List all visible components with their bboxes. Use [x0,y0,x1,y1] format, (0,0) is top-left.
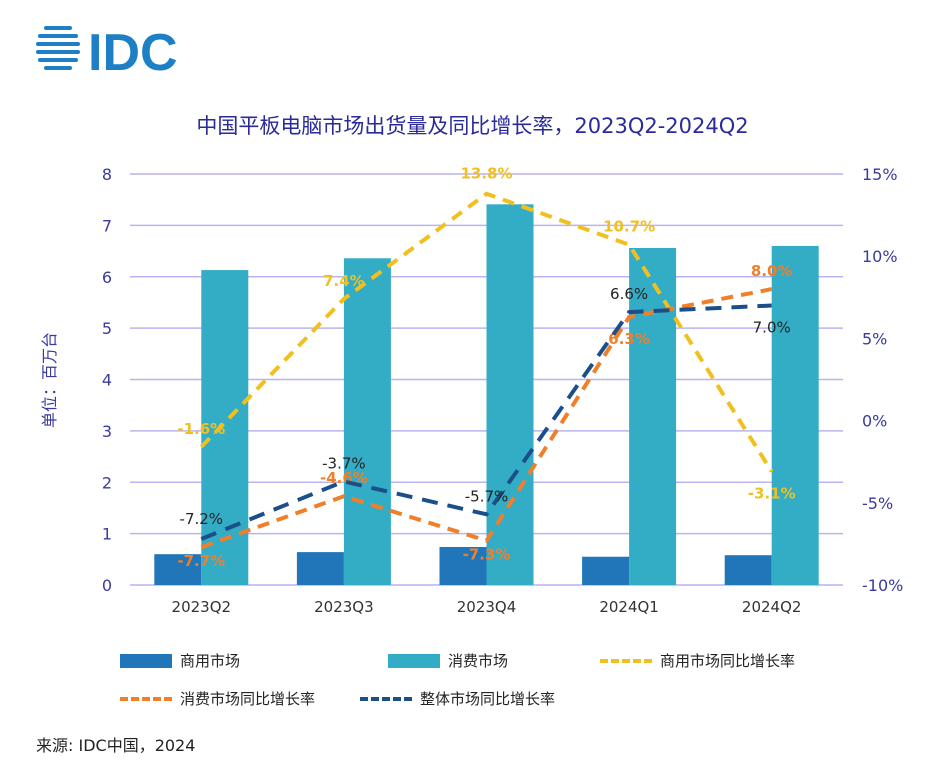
legend-item-commercial-growth: 商用市场同比增长率 [600,650,795,671]
y-tick-label: 0 [102,576,112,595]
y-tick-label: 1 [102,525,112,544]
legend-item-consumer: 消费市场 [388,650,508,671]
data-label: -7.2% [180,510,224,528]
data-label: -5.7% [465,487,509,505]
legend-label: 消费市场 [448,652,509,670]
data-label: -7.7% [177,552,225,570]
y-tick-label: 4 [102,371,112,390]
y-tick-label: 7 [102,216,112,235]
legend-swatch [600,658,652,663]
y2-tick-label: -5% [862,494,893,513]
y-tick-label: 6 [102,268,112,287]
y-tick-label: 3 [102,422,112,441]
legend-item-consumer-growth: 消费市场同比增长率 [120,688,315,709]
data-label: 6.3% [608,330,650,348]
bar-consumer [486,204,534,585]
data-label: -7.3% [463,546,511,564]
x-tick-label: 2023Q3 [314,598,374,616]
y2-tick-label: 5% [862,329,887,348]
y2-tick-label: 15% [862,165,898,184]
line-series [200,303,772,541]
x-tick-label: 2024Q2 [742,598,802,616]
y-tick-label: 5 [102,319,112,338]
data-label: -3.7% [322,454,366,472]
bar-consumer [771,245,819,586]
data-label: 8.0% [751,262,793,280]
legend-label: 消费市场同比增长率 [180,690,316,708]
legend-swatch [120,696,172,701]
data-label: -1.6% [177,420,225,438]
data-label: 10.7% [603,218,655,236]
legend-item-commercial: 商用市场 [120,650,240,671]
bar-commercial [582,556,630,585]
legend-swatch [360,696,412,701]
data-label: 7.0% [753,319,791,337]
y-tick-label: 2 [102,473,112,492]
data-label: -3.1% [748,485,796,503]
bar-commercial [296,552,344,585]
line-series [200,287,773,550]
legend-swatch [120,653,172,668]
legend-swatch [388,653,440,668]
y2-tick-label: 10% [862,247,898,266]
svg-text:IDC: IDC [88,24,178,78]
y2-tick-label: -10% [862,576,903,595]
bar-commercial [439,546,487,585]
chart-title: 中国平板电脑市场出货量及同比增长率，2023Q2-2024Q2 [196,114,749,138]
source-note: 来源: IDC中国，2024 [36,736,196,755]
bar-commercial [154,554,202,585]
bar-commercial [724,555,772,585]
data-label: 6.6% [610,285,648,303]
x-tick-label: 2024Q1 [599,598,659,616]
bar-consumer [343,258,391,585]
x-tick-label: 2023Q4 [457,598,517,616]
legend-label: 商用市场 [180,652,241,670]
data-label: 7.4% [323,272,365,290]
y-tick-label: 8 [102,165,112,184]
legend-label: 商用市场同比增长率 [660,652,796,670]
x-tick-label: 2023Q2 [172,598,232,616]
legend-item-overall-growth: 整体市场同比增长率 [360,688,555,709]
y2-tick-label: 0% [862,412,887,431]
legend-label: 整体市场同比增长率 [420,690,556,708]
data-label: 13.8% [460,165,512,183]
idc-logo: IDC [36,24,178,78]
line-series [199,191,774,473]
